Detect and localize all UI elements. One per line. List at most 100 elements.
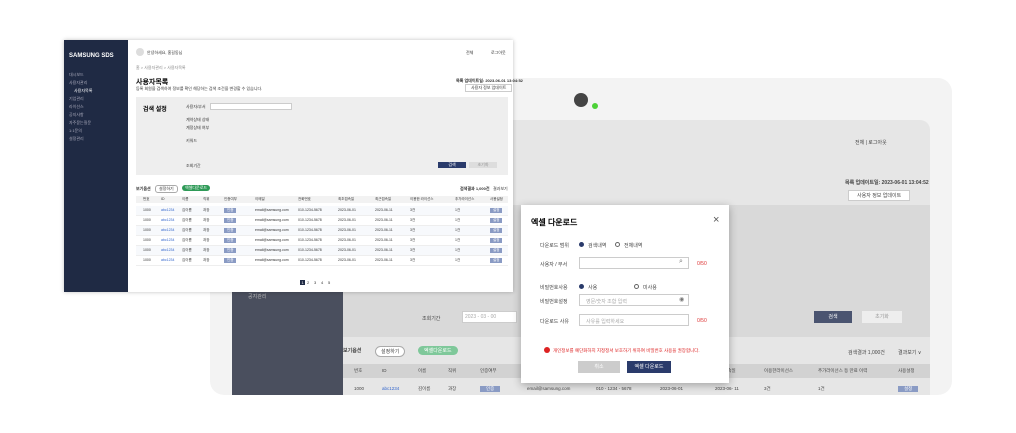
cell: 1000 <box>143 208 151 212</box>
cell: 1000 <box>143 228 151 232</box>
cell: email@samsung.com <box>255 218 289 222</box>
page-number[interactable]: 2 <box>307 280 310 285</box>
cell: 010-1234-5678 <box>298 218 322 222</box>
pw-use-label: 비밀번호사용 <box>540 285 568 291</box>
cell-button[interactable]: 설정 <box>490 258 503 263</box>
cell: 2023-06-11 <box>375 218 393 222</box>
cell-button[interactable]: 설정 <box>490 248 503 253</box>
cell: 1건 <box>455 258 461 262</box>
bg-table-header: 이름 <box>418 368 427 373</box>
pw-opt[interactable]: 사용 <box>588 285 598 291</box>
table-header: 이메일 <box>255 197 265 201</box>
cell: 3건 <box>410 248 416 252</box>
table-header: 인증여부 <box>224 197 237 201</box>
top-right-all[interactable]: 전체 <box>466 50 474 55</box>
bg-table-header: ID <box>382 368 387 373</box>
row-bg <box>136 246 508 256</box>
cell-button[interactable]: 인증 <box>224 248 237 253</box>
bg-table-header: 직위 <box>448 368 457 373</box>
reason-input[interactable]: 사유를 입력하세요 <box>579 314 689 326</box>
user-input[interactable] <box>210 103 292 110</box>
confirm-btn[interactable]: 엑셀 다운로드 <box>627 361 671 373</box>
cell: 2023-06-01 <box>338 228 356 232</box>
bg-reset-btn[interactable]: 초기화 <box>862 311 902 323</box>
radio[interactable] <box>634 284 639 289</box>
user-label: 사용자 / 부서 <box>540 262 568 268</box>
cell: 2023-06-01 <box>338 238 356 242</box>
bg-cell-button[interactable]: 인증 <box>480 386 501 392</box>
user-input[interactable] <box>579 257 689 269</box>
bg-search-btn[interactable]: 검색 <box>814 311 852 323</box>
bg-top-right: 전체 | 로그아웃 <box>855 140 887 146</box>
bg-side-item: 공지관리 <box>248 294 267 300</box>
excel-btn[interactable]: 엑셀다운로드 <box>182 185 211 191</box>
cell: 010-1234-5678 <box>298 248 322 252</box>
pw-label: 비밀번호설정 <box>540 299 568 305</box>
bg-cell: email@samsung.com <box>527 386 571 391</box>
cell-button[interactable]: 인증 <box>224 238 237 243</box>
sort[interactable]: 결과보기 <box>493 186 508 191</box>
cell: 김이름 <box>182 248 192 252</box>
cell: 3건 <box>410 208 416 212</box>
bg-cell-button[interactable]: 설정 <box>898 386 919 392</box>
cell: email@samsung.com <box>255 258 289 262</box>
modal-close[interactable]: × <box>713 214 720 226</box>
cell: 1건 <box>455 218 461 222</box>
cell: 김이름 <box>182 208 192 212</box>
page-desc: 등록 회원을 검색하여 정보를 확인 해당하는 검색 조건을 변경할 수 있습니… <box>136 86 263 91</box>
table-header: 직위 <box>203 197 210 201</box>
cell: 과장 <box>203 218 210 222</box>
range-opt[interactable]: 전체내역 <box>624 243 643 249</box>
cell-button[interactable]: 설정 <box>490 228 503 233</box>
update-btn[interactable]: 사용자 정보 업데이트 <box>465 84 513 92</box>
bg-table-header: 번호 <box>354 368 363 373</box>
mini-sidebar <box>64 40 128 292</box>
user-greeting: 안녕하세요, 홍길동님 <box>147 50 183 55</box>
cell-button[interactable]: 인증 <box>224 228 237 233</box>
reset-btn[interactable]: 초기화 <box>469 162 497 168</box>
eye-icon[interactable]: ◉ <box>679 297 685 303</box>
page-number[interactable]: 5 <box>328 280 331 285</box>
cell-button[interactable]: 설정 <box>490 208 503 213</box>
search-icon[interactable]: ⌕ <box>679 258 683 265</box>
bg-update-btn[interactable]: 사용자 정보 업데이트 <box>848 190 911 201</box>
radio[interactable] <box>579 242 584 247</box>
page-number[interactable]: 3 <box>314 280 317 285</box>
radio[interactable] <box>615 242 620 247</box>
cell: 김이름 <box>182 218 192 222</box>
cell-button[interactable]: 설정 <box>490 218 503 223</box>
search-btn[interactable]: 검색 <box>438 162 466 168</box>
range-label: 다운로드 범위 <box>540 243 569 249</box>
cell-button[interactable]: 인증 <box>224 258 237 263</box>
menu-item: 1:1문의 <box>69 128 82 133</box>
cell: 과장 <box>203 238 210 242</box>
radio[interactable] <box>579 284 584 289</box>
page-number[interactable]: 1 <box>300 280 306 285</box>
cell: 3건 <box>410 258 416 262</box>
logout[interactable]: 로그아웃 <box>491 50 506 55</box>
cell: 1000 <box>143 238 151 242</box>
bg-date[interactable]: 2023 - 03 - 00 <box>462 311 517 323</box>
page-number[interactable]: 4 <box>321 280 324 285</box>
range-opt[interactable]: 검색내역 <box>588 243 607 249</box>
pw-opt[interactable]: 미사용 <box>643 285 657 291</box>
cell: abc1234 <box>161 258 175 262</box>
bg-sidebar <box>232 288 343 395</box>
pw-input[interactable]: 영문/숫자 조합 입력 <box>579 294 689 306</box>
cell-button[interactable]: 설정 <box>490 238 503 243</box>
cancel-btn[interactable]: 취소 <box>578 361 620 373</box>
bg-setting[interactable]: 설정하기 <box>375 346 406 357</box>
menu-item: 사용자목록 <box>74 88 93 93</box>
cell-button[interactable]: 인증 <box>224 218 237 223</box>
cell: 과장 <box>203 208 210 212</box>
cell: 2023-06-11 <box>375 228 393 232</box>
row-bg <box>136 216 508 226</box>
camera <box>574 93 588 107</box>
setting-btn[interactable]: 설정하기 <box>155 185 178 193</box>
cell-button[interactable]: 인증 <box>224 208 237 213</box>
bg-sort[interactable]: 결과보기 ∨ <box>898 350 922 356</box>
cell: 1건 <box>455 228 461 232</box>
menu-item: 설정관리 <box>69 136 84 141</box>
bg-excel[interactable]: 엑셀다운로드 <box>418 346 458 355</box>
